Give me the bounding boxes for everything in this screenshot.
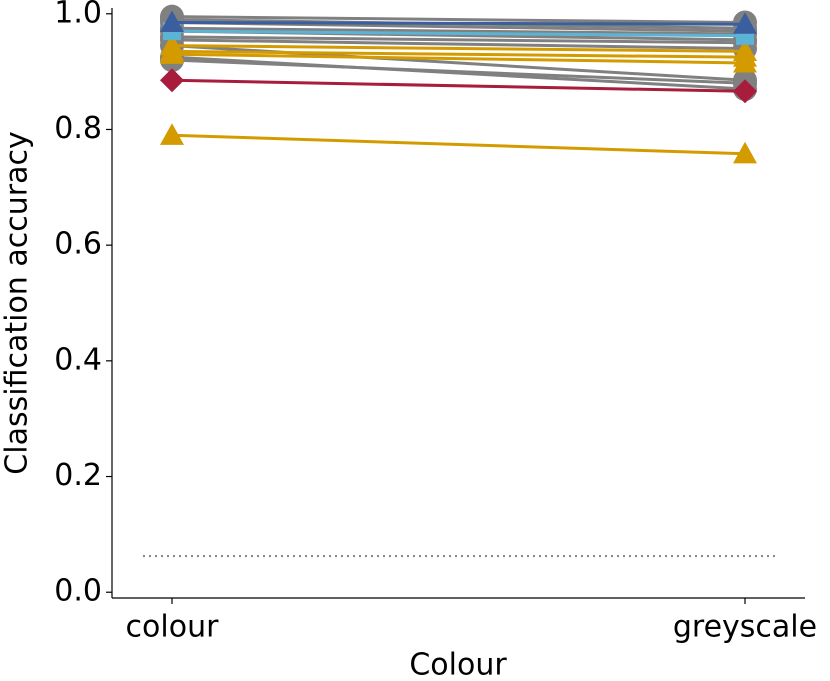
data-point	[160, 10, 184, 33]
series-line	[171, 38, 746, 50]
y-tick-label: 0.2	[54, 458, 102, 493]
data-point	[160, 123, 184, 145]
data-point	[733, 12, 757, 34]
series-line	[171, 133, 746, 156]
series-line	[171, 29, 746, 38]
x-axis-label: Colour	[409, 648, 507, 681]
series-line	[171, 58, 746, 85]
series-line	[171, 35, 746, 45]
y-tick-label: 1.0	[54, 0, 102, 30]
y-axis-label: Classification accuracy	[0, 131, 35, 474]
series-line	[171, 49, 746, 59]
data-point	[160, 33, 184, 56]
series-line	[171, 52, 746, 65]
x-tick-label: greyscale	[673, 610, 817, 645]
data-point	[160, 68, 184, 93]
series-line	[171, 26, 746, 36]
data-point	[733, 79, 757, 104]
series-line	[171, 15, 746, 24]
series-line	[171, 78, 746, 93]
y-tick-label: 0.4	[54, 342, 102, 377]
x-tick-label: colour	[126, 610, 220, 645]
y-tick-label: 0.6	[54, 227, 102, 262]
y-tick-label: 0.0	[54, 574, 102, 609]
series-line	[171, 20, 746, 26]
series-line	[171, 44, 746, 53]
y-tick-label: 0.8	[54, 111, 102, 146]
data-point	[733, 50, 757, 73]
data-point	[733, 141, 757, 164]
data-point	[733, 39, 757, 61]
